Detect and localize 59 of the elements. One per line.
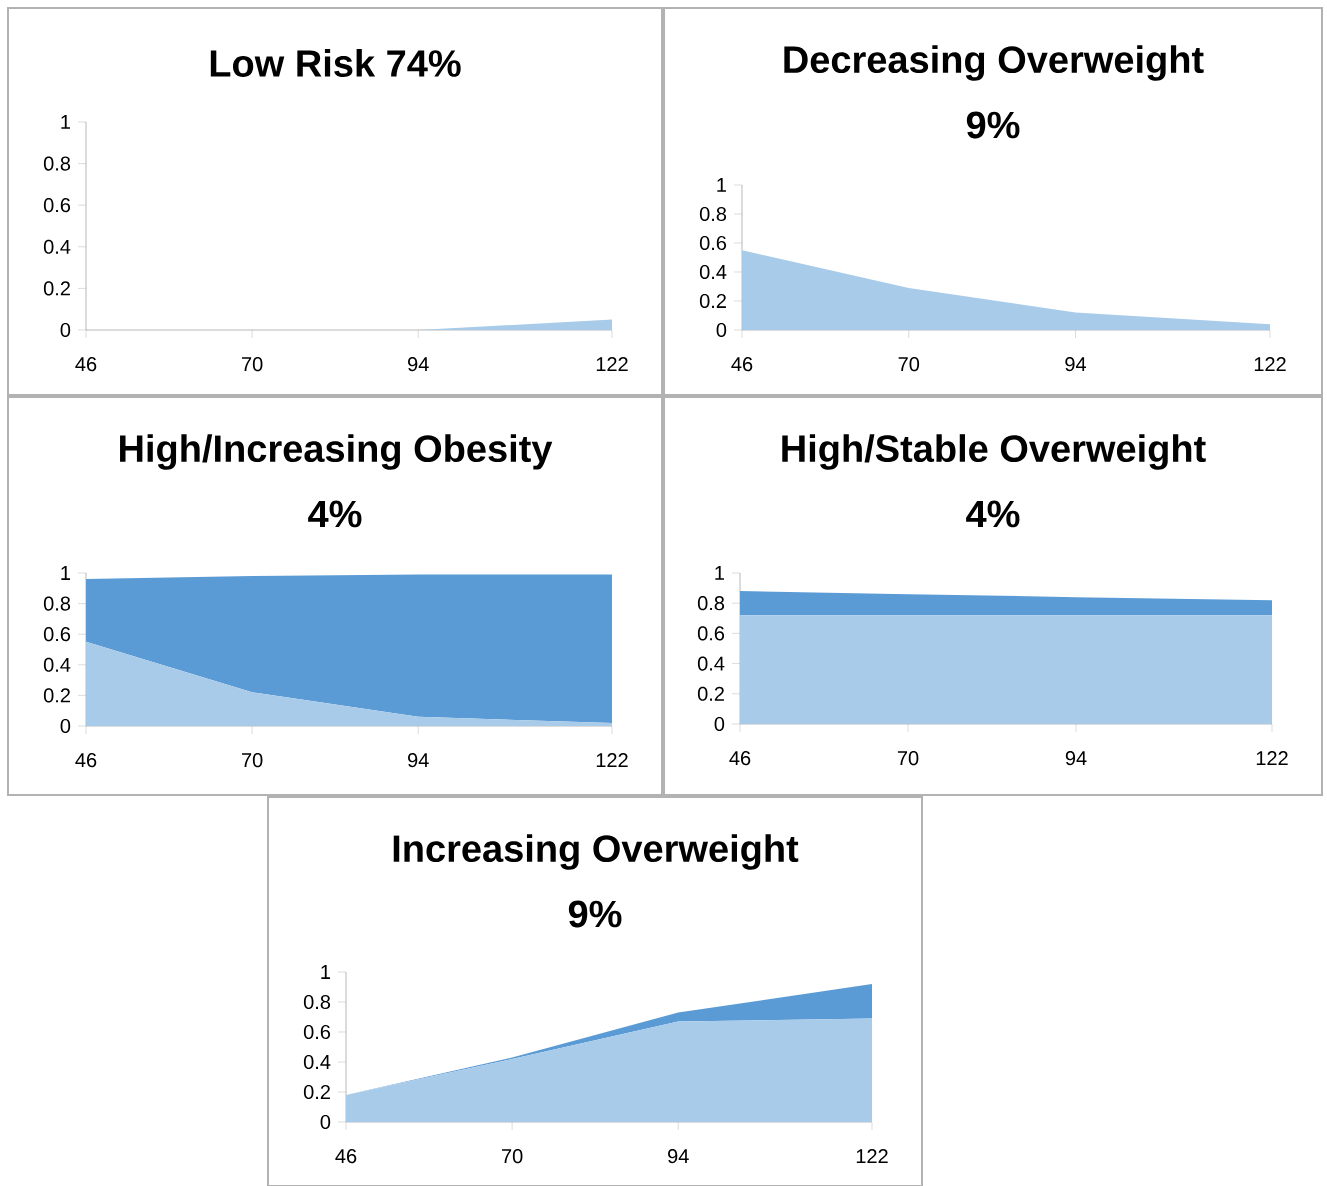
y-tick-label: 0.2 [43, 688, 70, 703]
y-tick-label: 1 [61, 115, 70, 129]
chart-subtitle: 4% [308, 500, 362, 528]
y-tick-label: 0.6 [699, 235, 727, 251]
y-tick-label: 0.4 [43, 239, 71, 254]
chart-title: Low Risk 74% [210, 49, 461, 77]
x-tick-label: 94 [668, 1149, 689, 1164]
y-tick-label: 0 [60, 322, 71, 338]
chart-subtitle: 9% [966, 111, 1020, 139]
y-tick-label: 0.8 [699, 206, 727, 222]
chart-title: Decreasing Overweight [784, 45, 1204, 81]
y-tick-label: 0.8 [697, 596, 725, 611]
x-tick-label: 122 [856, 1149, 888, 1164]
chart-subtitle: 4% [966, 500, 1020, 528]
y-tick-label: 0.4 [303, 1054, 331, 1070]
chart-title: High/Stable Overweight [782, 434, 1206, 470]
x-tick-label: 46 [75, 753, 97, 768]
chart-subtitle: 9% [568, 900, 622, 928]
x-tick-label: 122 [596, 753, 628, 768]
y-tick-label: 1 [717, 178, 726, 192]
y-tick-label: 0 [320, 1114, 331, 1130]
x-tick-label: 46 [729, 751, 751, 766]
y-tick-label: 0.2 [697, 686, 724, 701]
y-tick-label: 0.6 [43, 627, 71, 642]
x-tick-label: 122 [596, 357, 628, 372]
y-tick-label: 0 [716, 322, 727, 338]
y-tick-label: 0.2 [303, 1084, 330, 1100]
x-tick-label: 94 [408, 357, 429, 372]
y-tick-label: 1 [61, 566, 70, 580]
y-tick-label: 1 [321, 965, 330, 979]
x-tick-label: 122 [1254, 357, 1286, 372]
y-tick-label: 0.6 [303, 1024, 331, 1040]
y-tick-label: 0.8 [303, 994, 331, 1010]
y-tick-label: 0.6 [43, 198, 71, 213]
y-tick-label: 0 [714, 716, 725, 732]
y-tick-label: 0.8 [43, 596, 71, 611]
y-tick-label: 0.4 [697, 656, 725, 671]
x-tick-label: 94 [1065, 357, 1087, 372]
y-tick-label: 0.2 [43, 281, 70, 296]
x-tick-label: 46 [75, 357, 97, 372]
y-tick-label: 0.2 [699, 293, 726, 309]
x-tick-label: 70 [242, 357, 263, 372]
x-tick-label: 70 [897, 751, 919, 766]
y-tick-label: 0 [60, 718, 71, 734]
y-tick-label: 0.4 [699, 264, 727, 280]
chart-title: High/Increasing Obesity [120, 434, 553, 470]
y-tick-label: 0.4 [43, 657, 71, 672]
y-tick-label: 1 [715, 566, 724, 580]
x-tick-label: 70 [898, 357, 920, 372]
x-tick-label: 94 [1065, 751, 1087, 766]
x-tick-label: 46 [731, 357, 753, 372]
x-tick-label: 70 [242, 753, 263, 768]
x-tick-label: 122 [1256, 751, 1288, 766]
chart-title: Increasing Overweight [393, 834, 799, 870]
x-tick-label: 94 [408, 753, 429, 768]
y-tick-label: 0.8 [43, 156, 71, 171]
y-tick-label: 0.6 [697, 626, 725, 641]
x-tick-label: 46 [335, 1149, 357, 1164]
x-tick-label: 70 [502, 1149, 523, 1164]
